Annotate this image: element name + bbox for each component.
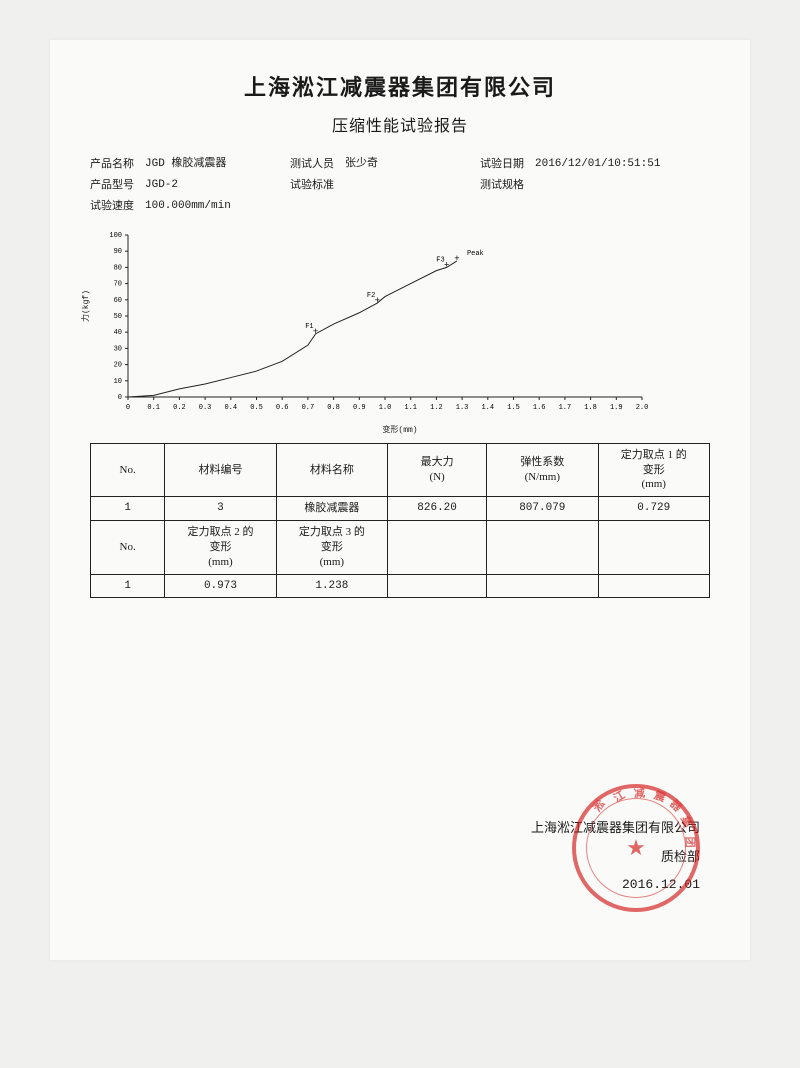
- table-cell: 3: [165, 497, 276, 521]
- svg-text:1.1: 1.1: [404, 404, 417, 412]
- svg-text:1.0: 1.0: [379, 404, 392, 412]
- table-cell: 1: [91, 497, 165, 521]
- table-cell: [598, 521, 709, 575]
- table-cell: No.: [91, 521, 165, 575]
- table-row: No.定力取点 2 的变形(mm)定力取点 3 的变形(mm): [91, 521, 710, 575]
- table-cell: 0.729: [598, 497, 709, 521]
- meta-block: 产品名称JGD 橡胶减震器 测试人员张少奇 试验日期2016/12/01/10:…: [90, 154, 710, 217]
- svg-text:2.0: 2.0: [636, 404, 649, 412]
- meta-label: 产品型号: [90, 175, 145, 196]
- svg-text:0.1: 0.1: [147, 404, 160, 412]
- svg-text:0: 0: [118, 394, 122, 402]
- svg-text:0.3: 0.3: [199, 404, 212, 412]
- svg-text:10: 10: [114, 377, 122, 385]
- meta-label: 测试规格: [480, 175, 535, 196]
- svg-text:80: 80: [114, 264, 122, 272]
- meta-value: JGD 橡胶减震器: [145, 154, 226, 175]
- table-cell: [388, 521, 487, 575]
- svg-text:1.7: 1.7: [559, 404, 572, 412]
- svg-text:0.9: 0.9: [353, 404, 366, 412]
- meta-value: 100.000mm/min: [145, 196, 231, 217]
- svg-text:0.7: 0.7: [302, 404, 315, 412]
- svg-text:F2: F2: [367, 292, 375, 300]
- report-title: 压缩性能试验报告: [90, 112, 710, 136]
- meta-label: 试验日期: [480, 154, 535, 175]
- table-cell: No.: [91, 443, 165, 497]
- table-cell: [487, 521, 598, 575]
- footer: ★ 淞 江 减 震 器 集 团 上海淞江减震器集团有限公司 质检部 2016.1…: [531, 814, 700, 900]
- svg-text:1.2: 1.2: [430, 404, 443, 412]
- chart: 力(kgf) 010203040506070809010000.10.20.30…: [90, 227, 710, 435]
- svg-text:+: +: [313, 326, 318, 336]
- table-cell: 807.079: [487, 497, 598, 521]
- svg-text:1.5: 1.5: [507, 404, 520, 412]
- svg-text:0.4: 0.4: [224, 404, 237, 412]
- svg-text:0.2: 0.2: [173, 404, 186, 412]
- svg-text:30: 30: [114, 345, 122, 353]
- chart-svg: 0 10 20 30 40 50 60 70 80 90 100 0 0.1 0.2 0.3 0.4 0.5 0.…: [90, 227, 650, 417]
- meta-label: 产品名称: [90, 154, 145, 175]
- footer-dept: 质检部: [531, 843, 700, 872]
- table-cell: 材料编号: [165, 443, 276, 497]
- table-cell: 826.20: [388, 497, 487, 521]
- svg-text:+: +: [454, 254, 459, 264]
- svg-text:0.6: 0.6: [276, 404, 289, 412]
- svg-text:40: 40: [114, 329, 122, 337]
- chart-xlabel: 变形(mm): [90, 424, 710, 435]
- svg-text:+: +: [375, 296, 380, 306]
- meta-label: 试验速度: [90, 196, 145, 217]
- footer-company: 上海淞江减震器集团有限公司: [531, 814, 700, 843]
- svg-text:1.6: 1.6: [533, 404, 546, 412]
- table-cell: 0.973: [165, 574, 276, 598]
- svg-text:Peak: Peak: [467, 250, 484, 258]
- table-cell: 材料名称: [276, 443, 387, 497]
- svg-text:1.8: 1.8: [584, 404, 597, 412]
- svg-text:0.5: 0.5: [250, 404, 263, 412]
- company-title: 上海淞江减震器集团有限公司: [90, 70, 710, 102]
- table-cell: [388, 574, 487, 598]
- table-cell: 定力取点 3 的变形(mm): [276, 521, 387, 575]
- table-cell: [598, 574, 709, 598]
- svg-text:50: 50: [114, 313, 122, 321]
- table-row: 13橡胶减震器826.20807.0790.729: [91, 497, 710, 521]
- svg-text:1.9: 1.9: [610, 404, 623, 412]
- svg-text:+: +: [444, 260, 449, 270]
- table-cell: 橡胶减震器: [276, 497, 387, 521]
- svg-text:1.4: 1.4: [481, 404, 494, 412]
- table-cell: 最大力(N): [388, 443, 487, 497]
- table-cell: 定力取点 2 的变形(mm): [165, 521, 276, 575]
- meta-value: 2016/12/01/10:51:51: [535, 154, 660, 175]
- svg-text:1.3: 1.3: [456, 404, 469, 412]
- table-row: 10.9731.238: [91, 574, 710, 598]
- results-table: No.材料编号材料名称最大力(N)弹性系数(N/mm)定力取点 1 的变形(mm…: [90, 443, 710, 599]
- table-cell: 弹性系数(N/mm): [487, 443, 598, 497]
- table-row: No.材料编号材料名称最大力(N)弹性系数(N/mm)定力取点 1 的变形(mm…: [91, 443, 710, 497]
- table-cell: [487, 574, 598, 598]
- svg-text:100: 100: [109, 232, 122, 240]
- svg-text:0.8: 0.8: [327, 404, 340, 412]
- svg-text:70: 70: [114, 280, 122, 288]
- svg-text:20: 20: [114, 361, 122, 369]
- meta-label: 试验标准: [290, 175, 345, 196]
- svg-text:0: 0: [126, 404, 130, 412]
- meta-value: 张少奇: [345, 154, 378, 175]
- svg-text:60: 60: [114, 296, 122, 304]
- footer-date: 2016.12.01: [531, 871, 700, 900]
- svg-text:90: 90: [114, 248, 122, 256]
- svg-text:F3: F3: [436, 256, 444, 264]
- table-cell: 定力取点 1 的变形(mm): [598, 443, 709, 497]
- meta-value: JGD-2: [145, 175, 178, 196]
- table-cell: 1: [91, 574, 165, 598]
- chart-ylabel: 力(kgf): [80, 290, 91, 322]
- svg-text:F1: F1: [305, 322, 313, 330]
- table-cell: 1.238: [276, 574, 387, 598]
- meta-label: 测试人员: [290, 154, 345, 175]
